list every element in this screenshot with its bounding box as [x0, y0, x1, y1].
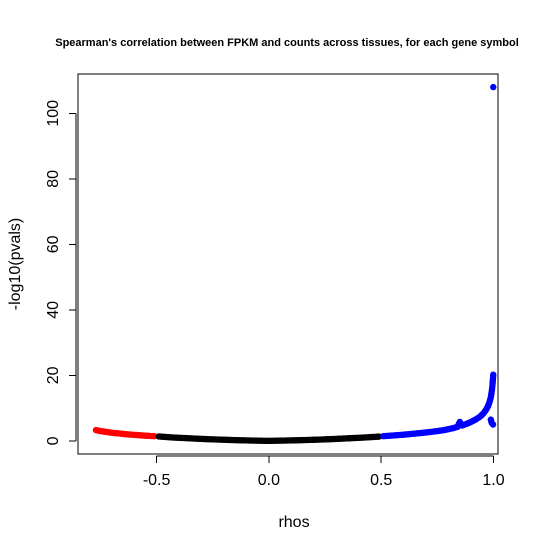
series-0 [92, 426, 158, 440]
x-axis-label: rhos [278, 514, 309, 531]
chart-title: Spearman's correlation between FPKM and … [55, 37, 519, 49]
y-tick-label: 40 [45, 301, 62, 319]
x-tick-label: -0.5 [143, 472, 171, 489]
data-point [488, 418, 495, 425]
data-points [92, 83, 497, 445]
y-tick-label: 100 [45, 100, 62, 127]
data-point [490, 83, 497, 91]
data-point [374, 433, 381, 440]
x-tick-label: 0.0 [258, 472, 280, 489]
y-axis: 0 20 40 60 80 100 [45, 100, 77, 445]
y-axis-label: -log10(pvals) [7, 218, 24, 310]
data-point [148, 432, 156, 440]
plot-area-border [77, 73, 499, 455]
series-1 [155, 433, 383, 445]
x-axis: -0.5 0.0 0.5 1.0 [143, 455, 505, 489]
y-tick-label: 60 [45, 235, 62, 253]
data-point [489, 373, 497, 380]
x-tick-label: 1.0 [482, 472, 504, 489]
y-tick-label: 0 [45, 436, 62, 445]
y-tick-label: 80 [45, 170, 62, 188]
x-tick-label: 0.5 [370, 472, 392, 489]
series-2 [380, 83, 497, 440]
y-tick-label: 20 [45, 366, 62, 384]
